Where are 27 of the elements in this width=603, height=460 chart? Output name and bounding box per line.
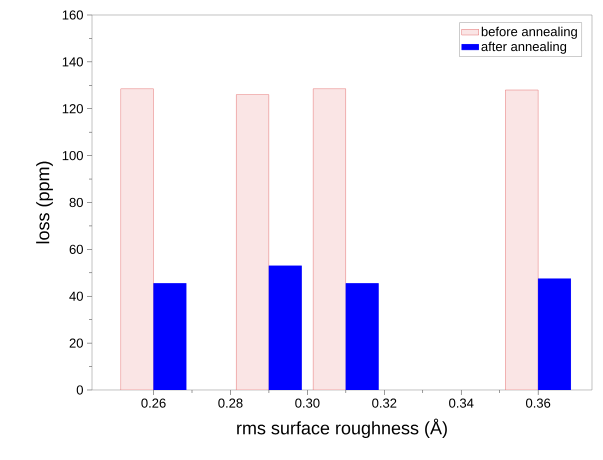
y-tick-label: 20 [70,338,83,348]
bar [236,94,270,390]
y-tick-label: 140 [62,57,83,66]
bar [268,266,302,390]
y-tick-label: 40 [69,292,83,301]
x-tick-label: 0.30 [295,398,320,408]
y-axis-title: loss (ppm) [36,162,53,244]
x-axis-title: rms surface roughness (Å) [237,418,447,438]
x-tick-label: 0.26 [141,398,166,408]
legend-label: after annealing [481,42,566,54]
y-tick-label: 120 [62,104,83,114]
y-tick-label: 100 [62,151,83,160]
legend-label: before annealing [482,26,577,39]
bar [346,283,379,390]
x-tick-label: 0.36 [526,398,550,408]
bar [120,88,154,390]
x-tick-label: 0.34 [449,398,474,408]
bar [153,283,186,390]
x-tick-label: 0.28 [218,398,243,408]
bar [538,278,572,390]
x-tick-label: 0.32 [372,398,396,408]
y-tick-label: 160 [62,10,83,20]
bar [505,90,538,390]
y-tick-label: 60 [70,244,83,254]
y-tick-label: 80 [70,198,83,208]
y-tick-label: 0 [76,385,83,395]
bar [312,88,346,390]
